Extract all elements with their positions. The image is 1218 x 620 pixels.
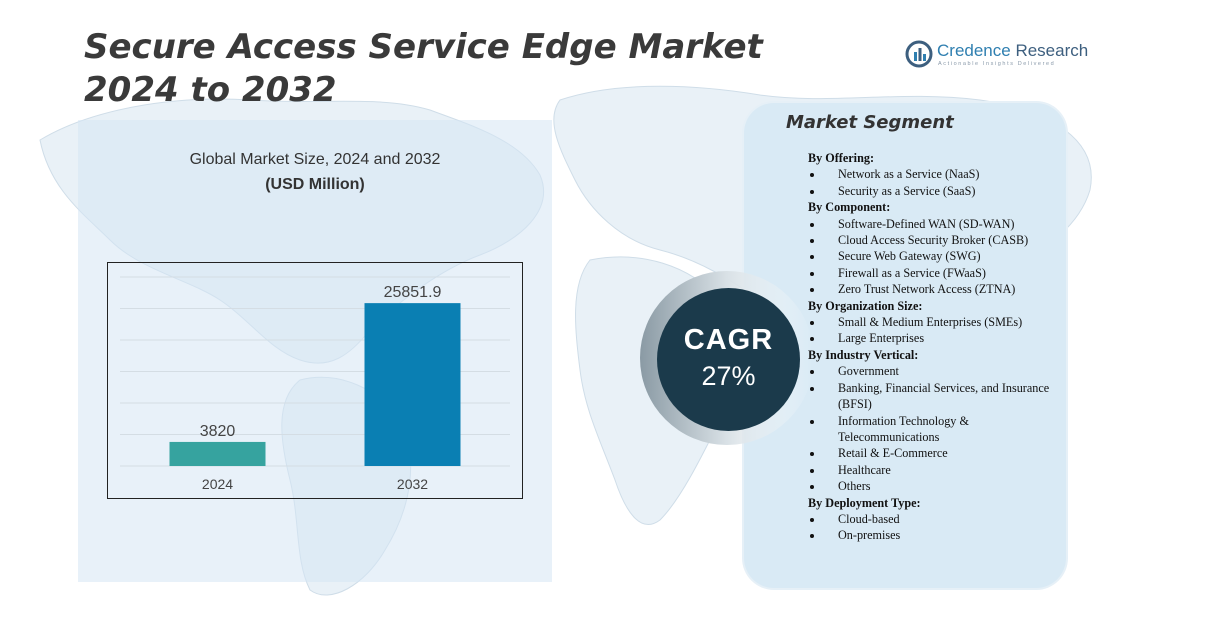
x-tick-label-2024: 2024: [202, 476, 233, 492]
segment-item: On-premises: [808, 527, 1058, 543]
brand-tagline: Actionable Insights Delivered: [938, 61, 1056, 67]
segment-item: Large Enterprises: [808, 330, 1058, 346]
cagr-badge: CAGR 27%: [657, 288, 800, 431]
segment-item: Government: [808, 363, 1058, 379]
segment-heading: By Offering:: [808, 151, 875, 165]
segment-item: Others: [808, 478, 1058, 494]
segment-item: Banking, Financial Services, and Insuran…: [808, 380, 1058, 413]
segment-item: Cloud Access Security Broker (CASB): [808, 232, 1058, 248]
segment-item: Small & Medium Enterprises (SMEs): [808, 314, 1058, 330]
cagr-value: 27%: [701, 361, 756, 391]
brand-name-part-2: Research: [1015, 41, 1089, 60]
segment-item: Network as a Service (NaaS): [808, 166, 1058, 182]
chart-heading: Global Market Size, 2024 and 2032 (USD M…: [78, 150, 552, 195]
segment-item: Security as a Service (SaaS): [808, 183, 1058, 199]
bar-chart-canvas: 3820 2024 25851.9 2032: [120, 276, 510, 492]
title-line-2: 2024 to 2032: [84, 70, 337, 110]
segment-item: Zero Trust Network Access (ZTNA): [808, 281, 1058, 297]
data-label-2032: 25851.9: [384, 284, 442, 301]
brand-name: Credence Research: [937, 41, 1088, 61]
segment-item: Healthcare: [808, 462, 1058, 478]
chart-title: Global Market Size, 2024 and 2032: [189, 151, 441, 168]
bar-2024: [169, 441, 266, 466]
segment-item: Software-Defined WAN (SD-WAN): [808, 216, 1058, 232]
bar-chart: 3820 2024 25851.9 2032: [107, 262, 523, 499]
cagr-label: CAGR: [683, 324, 774, 356]
chart-panel: [78, 120, 552, 582]
brand-name-part-1: Credence: [937, 41, 1011, 60]
segment-heading: By Organization Size:: [808, 298, 923, 313]
segment-heading: By Industry Vertical:: [808, 347, 919, 362]
market-segment-title: Market Segment: [786, 112, 954, 133]
segment-heading: By Component:: [808, 200, 891, 215]
segment-item: Cloud-based: [808, 511, 1058, 527]
segment-item: Secure Web Gateway (SWG): [808, 248, 1058, 264]
brand-logo-icon: [905, 40, 933, 68]
segment-item: Information Technology & Telecommunicati…: [808, 413, 1058, 446]
market-segment-list: By Offering: Network as a Service (NaaS) S…: [808, 150, 1058, 544]
bar-2032: [364, 303, 461, 466]
x-tick-label-2032: 2032: [397, 476, 428, 492]
page-title: Secure Access Service Edge Market 2024 t…: [84, 26, 763, 112]
segment-item: Firewall as a Service (FWaaS): [808, 265, 1058, 281]
segment-heading: By Deployment Type:: [808, 495, 921, 510]
title-line-1: Secure Access Service Edge Market: [84, 27, 763, 67]
segment-item: Retail & E-Commerce: [808, 445, 1058, 461]
brand-logo: Credence Research Actionable Insights De…: [905, 40, 1088, 74]
data-label-2024: 3820: [200, 423, 236, 440]
chart-units: (USD Million): [265, 176, 365, 193]
